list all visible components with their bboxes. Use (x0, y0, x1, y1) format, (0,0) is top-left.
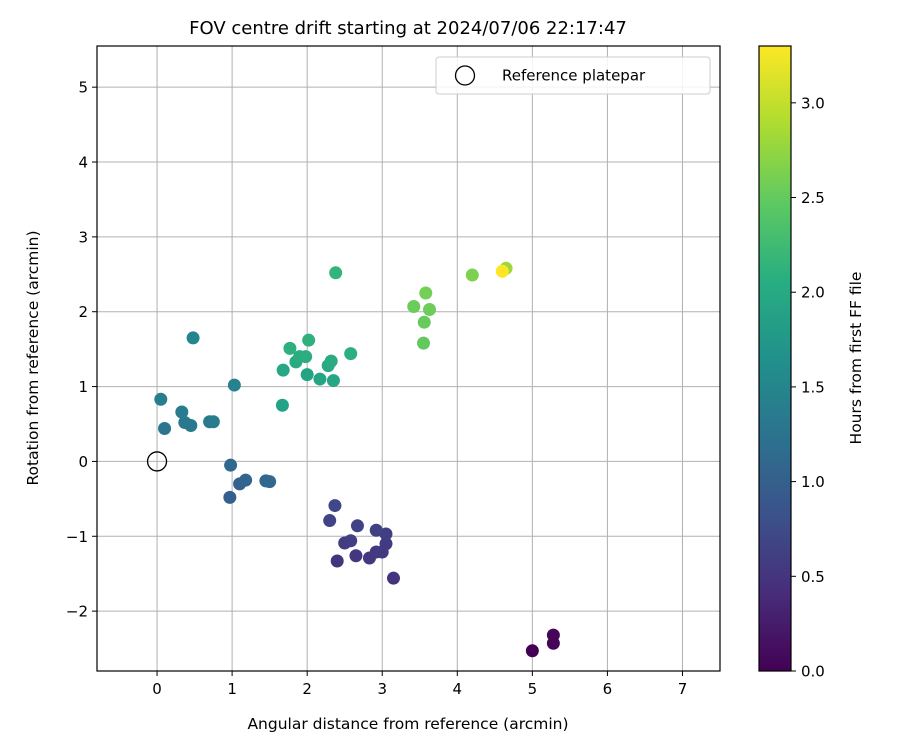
data-point (328, 499, 342, 513)
y-axis-ticks: −2 −1 0 1 2 3 4 5 (66, 79, 97, 621)
colorbar-tick-label: 1.0 (801, 473, 825, 491)
data-point (275, 398, 289, 412)
data-point (407, 299, 421, 313)
data-point (178, 415, 192, 429)
y-tick-label: −2 (66, 603, 88, 621)
x-tick-label: 1 (227, 680, 237, 698)
legend-label: Reference platepar (502, 67, 646, 85)
data-point (546, 628, 560, 642)
colorbar-tick-label: 1.5 (801, 378, 825, 396)
data-point (379, 537, 393, 551)
colorbar-tick-label: 3.0 (801, 94, 825, 112)
x-tick-label: 6 (603, 680, 613, 698)
data-point (224, 458, 238, 472)
y-tick-label: 0 (78, 453, 88, 471)
y-tick-label: 4 (78, 154, 88, 172)
y-axis-label: Rotation from reference (arcmin) (24, 230, 42, 485)
colorbar-label: Hours from first FF file (847, 272, 865, 445)
x-axis-label: Angular distance from reference (arcmin) (247, 715, 568, 733)
colorbar-tick-label: 0.0 (801, 663, 825, 681)
legend-reference-marker (454, 65, 476, 86)
data-point (263, 475, 277, 489)
x-tick-label: 5 (528, 680, 538, 698)
data-point (206, 415, 220, 429)
data-point (344, 347, 358, 361)
data-point (329, 266, 343, 280)
data-point (423, 302, 437, 316)
data-point (349, 549, 363, 563)
legend-box (435, 56, 711, 95)
data-point (525, 644, 539, 658)
colorbar-ticks: 0.0 0.5 1.0 1.5 2.0 2.5 3.0 (791, 94, 825, 681)
data-point (302, 333, 316, 347)
data-point (300, 368, 314, 382)
data-point (419, 286, 433, 300)
y-tick-label: −1 (66, 528, 88, 546)
data-point (330, 554, 344, 568)
colorbar-gradient (758, 45, 792, 672)
chart-title: FOV centre drift starting at 2024/07/06 … (189, 18, 627, 39)
x-tick-label: 7 (678, 680, 688, 698)
reference-point (146, 451, 168, 472)
y-gridlines (97, 86, 720, 612)
x-tick-label: 4 (453, 680, 463, 698)
data-point (175, 405, 189, 419)
data-point (350, 519, 364, 533)
colorbar-tick-label: 2.5 (801, 189, 825, 207)
y-tick-label: 2 (78, 303, 88, 321)
data-point (344, 534, 358, 548)
data-points (154, 261, 560, 658)
x-tick-label: 3 (377, 680, 387, 698)
data-point (369, 523, 383, 537)
x-tick-label: 0 (152, 680, 162, 698)
x-axis-ticks: 0 1 2 3 4 5 6 7 (152, 671, 687, 698)
data-point (379, 527, 393, 541)
data-point (186, 331, 200, 345)
y-tick-label: 3 (78, 228, 88, 246)
data-point (417, 336, 431, 350)
data-point (223, 490, 237, 504)
data-point (386, 571, 400, 585)
x-tick-label: 2 (302, 680, 312, 698)
colorbar-tick-label: 2.0 (801, 284, 825, 302)
data-point (326, 374, 340, 388)
data-point (154, 392, 168, 406)
data-point (158, 421, 172, 435)
data-point (417, 315, 431, 329)
data-point (276, 363, 290, 377)
data-point (465, 268, 479, 282)
x-gridlines (156, 46, 683, 671)
data-point (324, 354, 338, 368)
colorbar-tick-label: 0.5 (801, 568, 825, 586)
plot-area: 0 1 2 3 4 5 6 7 −2 −1 0 1 2 3 4 5 (66, 45, 721, 698)
data-point (313, 372, 327, 386)
plot-frame (96, 45, 721, 672)
legend: Reference platepar (435, 56, 711, 95)
data-point (495, 264, 509, 278)
data-point (283, 341, 297, 355)
data-point (299, 350, 313, 364)
y-tick-label: 5 (78, 79, 88, 97)
y-tick-label: 1 (78, 378, 88, 396)
data-point (323, 514, 337, 528)
colorbar: 0.0 0.5 1.0 1.5 2.0 2.5 3.0 Hours from first F… (758, 45, 865, 681)
data-point (227, 378, 241, 392)
data-point (239, 473, 253, 487)
